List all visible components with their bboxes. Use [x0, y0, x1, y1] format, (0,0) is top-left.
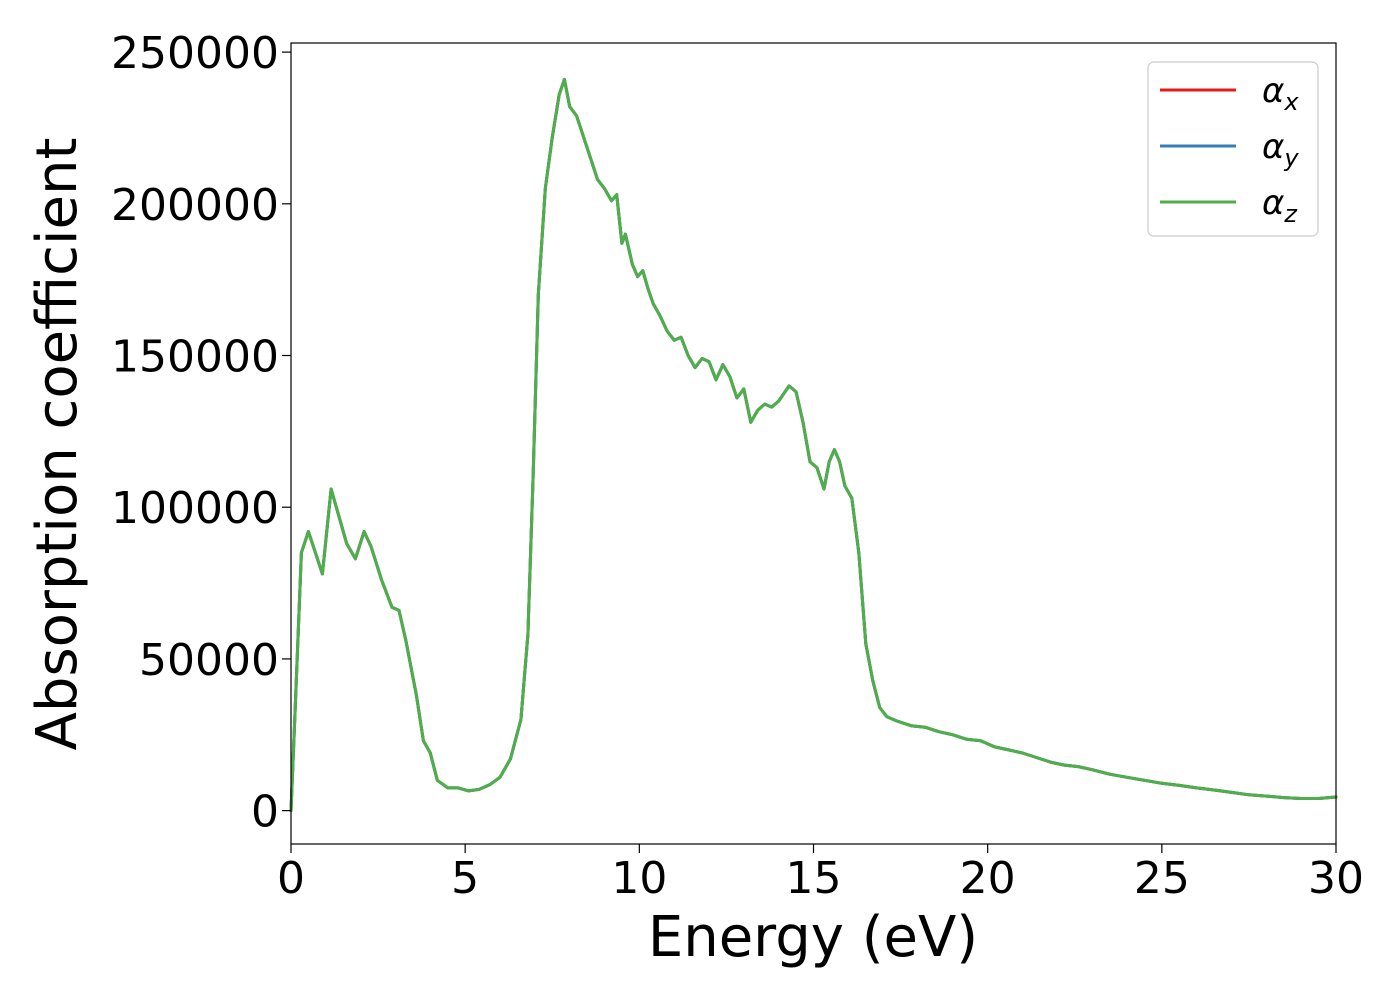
legend-label-subscript: z	[1283, 200, 1298, 228]
x-axis: 0 5 10 15 20 25 30	[277, 844, 1364, 904]
y-tick-label: 50000	[139, 635, 279, 686]
x-tick-label: 0	[277, 853, 305, 904]
legend-label-x: αx	[1262, 71, 1299, 116]
y-tick-label: 150000	[111, 332, 279, 383]
x-tick-label: 30	[1308, 853, 1364, 904]
legend-label-base: α	[1262, 71, 1284, 111]
legend-label-subscript: y	[1283, 144, 1299, 172]
legend-label-base: α	[1262, 127, 1284, 167]
legend-box	[1147, 61, 1319, 237]
legend-label-y: αy	[1262, 127, 1299, 172]
x-tick-label: 25	[1134, 853, 1190, 904]
y-tick-label: 0	[251, 787, 279, 838]
legend-label-subscript: x	[1283, 88, 1299, 116]
y-axis-label: Absorption coefficient	[25, 138, 90, 751]
x-tick-label: 5	[451, 853, 479, 904]
y-tick-label: 100000	[111, 483, 279, 534]
x-tick-label: 10	[611, 853, 667, 904]
x-axis-label: Energy (eV)	[648, 905, 978, 970]
y-tick-label: 250000	[111, 28, 279, 79]
legend-label-z: αz	[1262, 183, 1298, 228]
y-tick-label: 200000	[111, 180, 279, 231]
x-tick-label: 15	[786, 853, 842, 904]
legend-label-base: α	[1262, 183, 1284, 223]
series-layer	[289, 77, 1338, 813]
x-tick-label: 20	[960, 853, 1016, 904]
y-axis: 0 50000 100000 150000 200000 250000	[111, 28, 291, 838]
series-line-z	[289, 77, 1338, 813]
